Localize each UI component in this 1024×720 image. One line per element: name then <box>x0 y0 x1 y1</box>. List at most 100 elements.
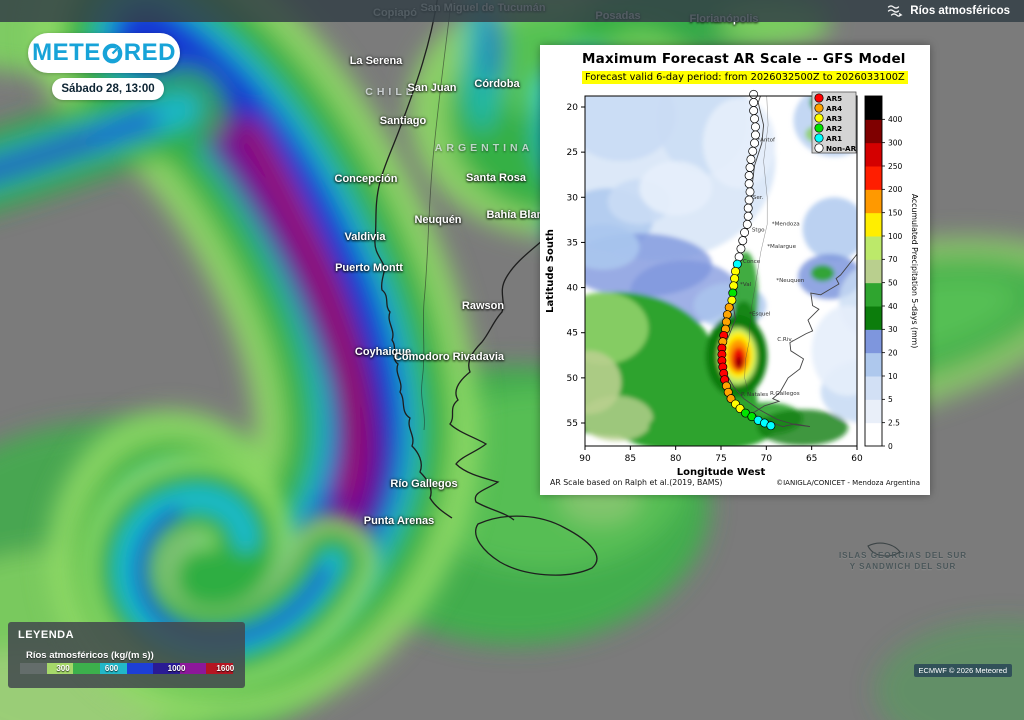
svg-text:50: 50 <box>567 374 579 384</box>
svg-text:*Neuquen: *Neuquen <box>776 278 805 284</box>
svg-text:5: 5 <box>888 395 893 404</box>
legend-scale-segment <box>126 663 154 674</box>
svg-text:70: 70 <box>761 454 773 464</box>
svg-text:65: 65 <box>806 454 817 464</box>
ar-inset-chart: *Antof *Ser. *Mendoza Stgo *Malargue *Conce *V… <box>545 89 920 487</box>
legend-scale-segment <box>99 663 127 674</box>
city-label: Coyhaique <box>354 346 412 358</box>
svg-text:*Conce: *Conce <box>740 259 761 265</box>
svg-text:C.Riv.: C.Riv. <box>777 337 793 343</box>
svg-text:20: 20 <box>567 103 579 113</box>
legend-scale-tick: 1600 <box>216 664 235 673</box>
svg-text:Stgo: Stgo <box>752 228 765 234</box>
svg-text:50: 50 <box>888 278 898 287</box>
svg-text:80: 80 <box>670 454 682 464</box>
svg-text:AR1: AR1 <box>826 134 842 143</box>
svg-text:45: 45 <box>567 329 578 339</box>
city-label: La Serena <box>349 55 403 67</box>
topbar: Ríos atmosféricos <box>0 0 1024 22</box>
layer-selector-label[interactable]: Ríos atmosféricos <box>910 5 1010 17</box>
city-label: San Juan <box>407 82 457 94</box>
svg-text:AR5: AR5 <box>826 94 842 103</box>
svg-text:60: 60 <box>851 454 863 464</box>
svg-text:*Mendoza: *Mendoza <box>772 221 800 227</box>
legend-scale-segment <box>179 663 207 674</box>
datetime-label: Sábado 28, 13:00 <box>61 83 155 95</box>
svg-text:300: 300 <box>888 138 903 147</box>
city-label: Puerto Montt <box>335 262 403 274</box>
svg-text:100: 100 <box>888 232 903 241</box>
svg-text:85: 85 <box>625 454 636 464</box>
city-label: Valdivia <box>344 231 386 243</box>
svg-text:70: 70 <box>888 255 898 264</box>
legend-scale-tick: 600 <box>104 664 119 673</box>
city-label: Neuquén <box>414 214 462 226</box>
credit-badge: ECMWF © 2026 Meteored <box>913 664 1012 677</box>
svg-text:P. Natales: P. Natales <box>741 392 768 398</box>
svg-text:*Ser.: *Ser. <box>750 195 764 201</box>
meteored-logo-text: METE RED <box>32 39 176 66</box>
svg-text:Longitude West: Longitude West <box>677 467 766 478</box>
city-label: Bahía Blanca <box>486 209 556 221</box>
svg-text:75: 75 <box>715 454 726 464</box>
legend-scale-segment <box>73 663 100 674</box>
svg-text:90: 90 <box>579 454 591 464</box>
legend-scale-label: Ríos atmosféricos (kg/(m s)) <box>26 650 154 661</box>
coastline-paths <box>374 0 901 576</box>
svg-text:250: 250 <box>888 162 903 171</box>
legend-header: LEYENDA <box>18 629 75 641</box>
legend-scale-segment <box>153 663 180 674</box>
city-label: Córdoba <box>474 78 520 90</box>
atmospheric-rivers-icon <box>888 5 903 17</box>
svg-text:30: 30 <box>888 325 898 334</box>
city-label: Punta Arenas <box>363 515 435 527</box>
meteored-logo[interactable]: METE RED <box>28 33 180 73</box>
svg-text:AR3: AR3 <box>826 114 842 123</box>
country-label: ARGENTINA <box>434 142 534 154</box>
svg-text:*Val: *Val <box>740 282 752 288</box>
svg-text:400: 400 <box>888 115 903 124</box>
country-label: CHILE <box>365 86 417 98</box>
svg-text:55: 55 <box>567 419 578 429</box>
svg-text:Non-AR: Non-AR <box>826 144 857 153</box>
city-label: Santa Rosa <box>466 172 526 184</box>
svg-text:*Malargue: *Malargue <box>767 244 796 250</box>
legend-panel: LEYENDA Ríos atmosféricos (kg/(m s)) 300… <box>8 622 245 688</box>
legend-scale-tick: 300 <box>56 664 70 673</box>
svg-text:*Esquel: *Esquel <box>749 312 771 318</box>
svg-text:150: 150 <box>888 208 903 217</box>
legend-scale-segment <box>20 663 47 674</box>
svg-text:25: 25 <box>567 148 578 158</box>
city-label: Concepción <box>334 173 398 185</box>
svg-text:©IANIGLA/CONICET - Mendoza Arg: ©IANIGLA/CONICET - Mendoza Argentina <box>776 479 920 487</box>
city-label: Comodoro Rivadavia <box>393 351 505 363</box>
datetime-badge[interactable]: Sábado 28, 13:00 <box>52 78 164 100</box>
svg-text:0: 0 <box>888 442 893 451</box>
svg-text:10: 10 <box>888 372 898 381</box>
svg-text:20: 20 <box>888 348 898 357</box>
svg-text:35: 35 <box>567 238 578 248</box>
svg-text:*Antof: *Antof <box>757 137 776 143</box>
svg-text:R.Gallegos: R.Gallegos <box>770 391 800 397</box>
legend-color-scale: 300 600 1000 1600 <box>20 663 235 674</box>
svg-text:AR2: AR2 <box>826 124 842 133</box>
svg-text:30: 30 <box>567 193 579 203</box>
city-label: Río Gallegos <box>390 478 458 490</box>
svg-text:AR4: AR4 <box>826 104 842 113</box>
svg-text:Accumulated Precipitation 5-da: Accumulated Precipitation 5-days (mm) <box>910 194 919 349</box>
svg-text:AR Scale based on Ralph et al.: AR Scale based on Ralph et al.(2019, BAM… <box>550 478 722 487</box>
svg-text:200: 200 <box>888 185 903 194</box>
svg-text:40: 40 <box>888 302 898 311</box>
svg-text:40: 40 <box>567 284 579 294</box>
legend-scale-tick: 1000 <box>167 664 186 673</box>
svg-text:2.5: 2.5 <box>888 418 900 427</box>
legend-scale-segment <box>206 663 233 674</box>
meteored-o-icon <box>102 43 123 63</box>
svg-text:Latitude South: Latitude South <box>545 229 556 313</box>
legend-scale-segment <box>46 663 74 674</box>
inset-chart-title: Maximum Forecast AR Scale -- GFS Model <box>582 51 906 67</box>
archipelago-label: ISLAS GEORGIAS DEL SUR Y SANDWICH DEL SUR <box>838 551 968 571</box>
city-label: Santiago <box>379 115 427 127</box>
ar-forecast-inset-panel: Maximum Forecast AR Scale -- GFS Model F… <box>540 45 930 495</box>
